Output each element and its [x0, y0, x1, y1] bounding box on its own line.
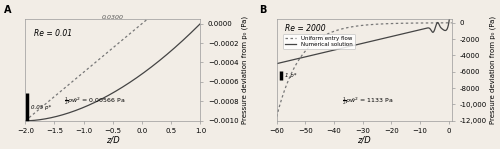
Text: B: B [259, 5, 266, 15]
Text: 0.05 p*: 0.05 p* [31, 105, 52, 110]
Legend: Uniform entry flow, Numerical solution: Uniform entry flow, Numerical solution [283, 34, 354, 49]
Text: 0.0300: 0.0300 [102, 15, 124, 20]
Y-axis label: Pressure deviation from p₀ (Pa): Pressure deviation from p₀ (Pa) [490, 16, 496, 124]
Text: $\frac{1}{2}\rho\bar{w}^2$ = 0.00566 Pa: $\frac{1}{2}\rho\bar{w}^2$ = 0.00566 Pa [64, 95, 126, 107]
Text: Re = 2000: Re = 2000 [286, 24, 326, 33]
Text: 1 p*: 1 p* [285, 73, 296, 78]
Y-axis label: Pressure deviation from p₀ (Pa): Pressure deviation from p₀ (Pa) [242, 16, 248, 124]
Text: Re = 0.01: Re = 0.01 [34, 29, 72, 38]
X-axis label: z/D: z/D [358, 136, 371, 145]
Text: $\frac{1}{2}\rho\bar{w}^2$ = 1133 Pa: $\frac{1}{2}\rho\bar{w}^2$ = 1133 Pa [342, 95, 394, 107]
Text: A: A [4, 5, 12, 15]
X-axis label: z/D: z/D [106, 136, 120, 145]
